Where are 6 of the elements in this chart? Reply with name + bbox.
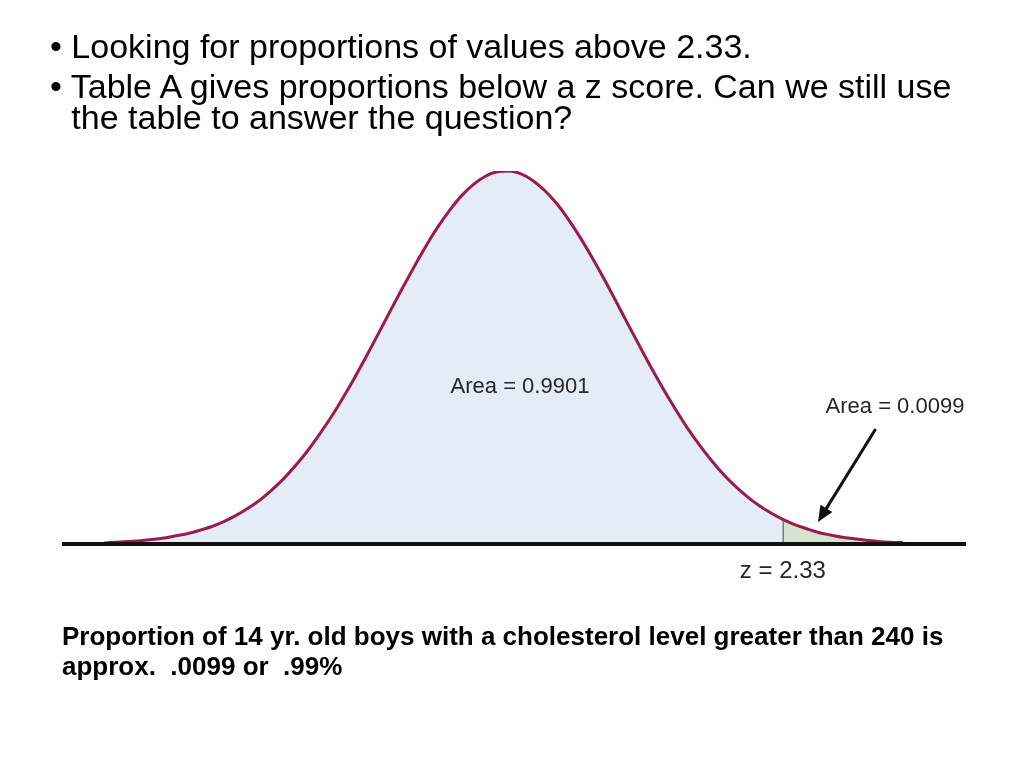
annotation: Area = 0.9901 <box>450 373 590 399</box>
text: z = 2.33 <box>739 556 826 583</box>
text: • Looking for proportions of values above 2.33. <box>50 27 753 65</box>
annotation: Area = 0.0099 <box>825 393 965 419</box>
text: • Table A gives proportions below a z score. Can we still use the table to answer the question? <box>50 67 953 136</box>
text: Proportion of 14 yr. old boys with a cholesterol level greater than 240 is approx. .0099 or .99% <box>62 621 945 681</box>
